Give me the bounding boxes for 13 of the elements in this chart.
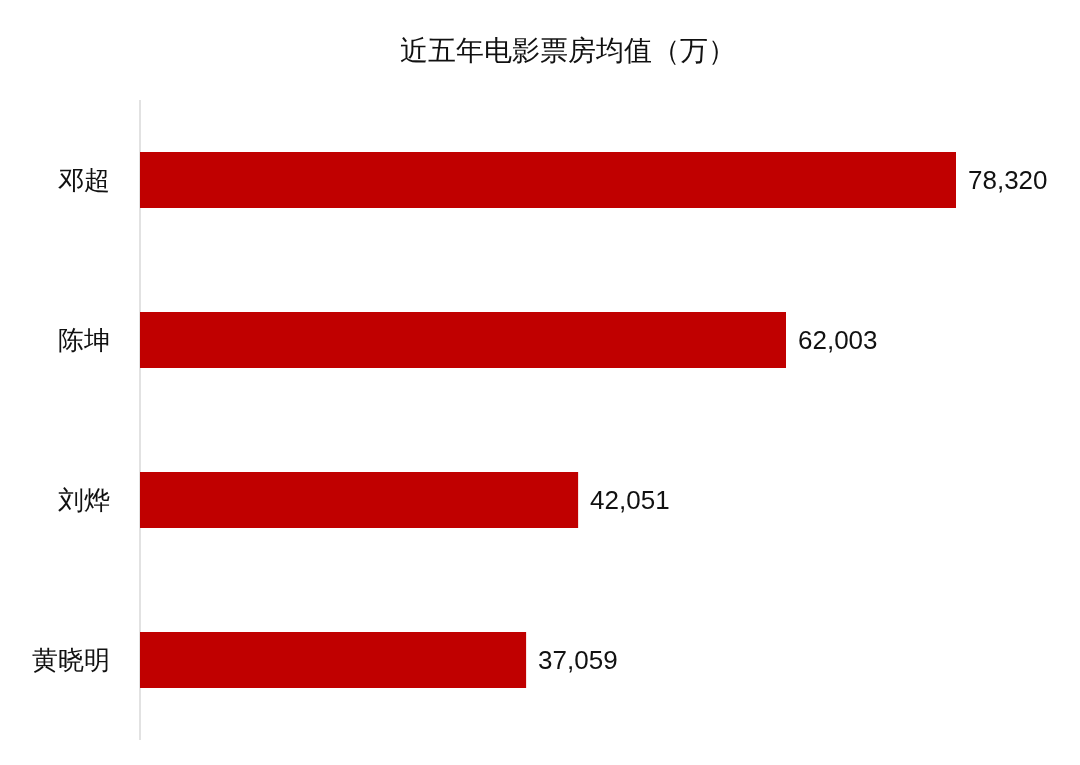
- data-label: 78,320: [968, 165, 1048, 195]
- bar: [140, 472, 579, 528]
- y-tick-label: 邓超: [58, 165, 110, 195]
- y-tick-label: 黄晓明: [32, 645, 110, 675]
- data-label: 42,051: [590, 485, 670, 515]
- chart-title: 近五年电影票房均值（万）: [400, 35, 736, 66]
- bar: [140, 152, 956, 208]
- y-tick-label: 刘烨: [58, 485, 110, 515]
- data-label: 62,003: [798, 325, 878, 355]
- data-label: 37,059: [538, 645, 618, 675]
- y-tick-label: 陈坤: [58, 325, 110, 355]
- bar: [140, 632, 527, 688]
- bar: [140, 312, 786, 368]
